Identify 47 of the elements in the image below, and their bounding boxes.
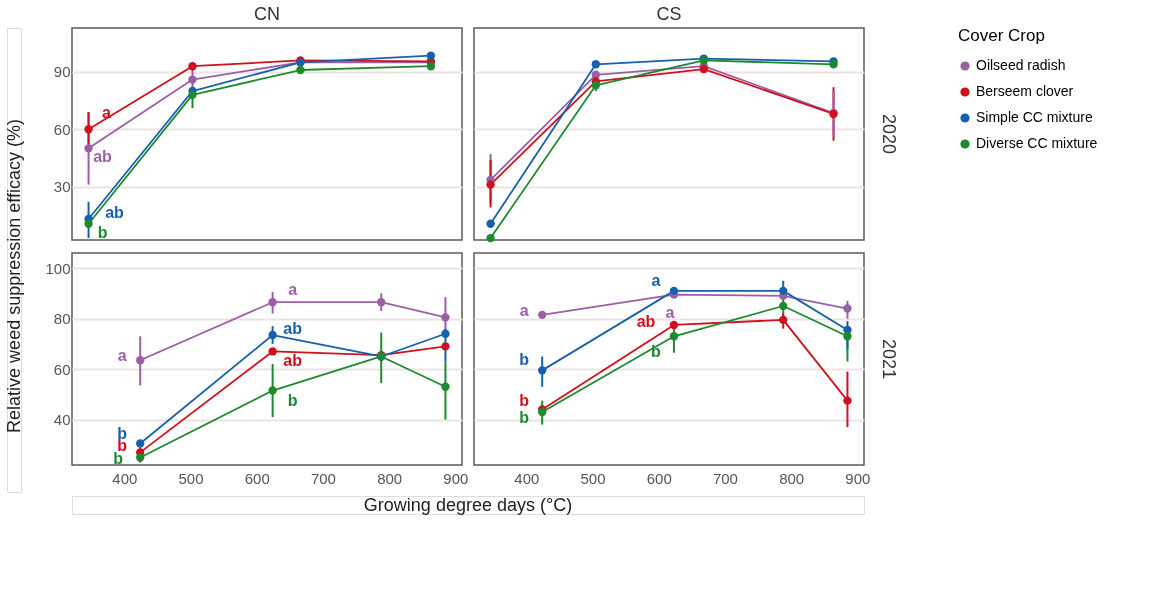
- annotation: a: [519, 301, 529, 319]
- y2-axis-title: 2020: [879, 113, 899, 155]
- y-axis-title: Relative weed suppression efficacy (%): [4, 119, 24, 433]
- legend-label: Berseem clover: [976, 83, 1074, 99]
- chart-title: CN: [254, 4, 280, 24]
- annotation: ab: [636, 312, 656, 330]
- y2-axis-title: 2021: [879, 338, 899, 380]
- y-tick-label: 60: [53, 120, 71, 138]
- annotation: a: [665, 303, 675, 321]
- x-tick-label: 500: [178, 469, 204, 487]
- annotation: a: [288, 281, 298, 299]
- annotation: b: [519, 409, 530, 426]
- y-tick-label: 90: [53, 63, 71, 81]
- y-tick-label: 100: [45, 259, 71, 277]
- x-tick-label: 700: [310, 469, 336, 487]
- annotation: a: [117, 347, 127, 365]
- y-tick-label: 30: [53, 178, 71, 196]
- y-tick-label: 60: [53, 360, 71, 378]
- annotation: a: [651, 271, 661, 289]
- annotation: ab: [283, 352, 303, 370]
- annotation: b: [519, 392, 530, 410]
- legend-label: Diverse CC mixture: [976, 135, 1098, 151]
- legend-title: Cover Crop: [958, 26, 1045, 45]
- annotation: b: [287, 391, 298, 409]
- legend-label: Oilseed radish: [976, 57, 1066, 73]
- x-tick-label: 900: [845, 469, 871, 487]
- x-tick-label: 800: [377, 469, 403, 487]
- x-tick-label: 500: [580, 469, 606, 487]
- x-tick-label: 900: [443, 469, 469, 487]
- x-tick-label: 700: [712, 469, 738, 487]
- y-tick-label: 80: [53, 310, 71, 328]
- x-tick-label: 600: [646, 469, 672, 487]
- annotation: b: [519, 351, 530, 369]
- y-tick-label: 40: [53, 411, 71, 429]
- x-tick-label: 400: [514, 469, 540, 487]
- annotation: b: [651, 343, 662, 361]
- x-axis-title: Growing degree days (°C): [363, 495, 573, 515]
- x-tick-label: 600: [244, 469, 270, 487]
- annotation: a: [102, 104, 112, 122]
- annotation: ab: [283, 320, 303, 338]
- x-tick-label: 800: [779, 469, 805, 487]
- chart-title: CS: [656, 4, 682, 24]
- x-tick-label: 400: [112, 469, 138, 487]
- legend-label: Simple CC mixture: [976, 109, 1093, 125]
- annotation: b: [97, 223, 108, 241]
- annotation: ab: [105, 203, 125, 221]
- annotation: ab: [93, 148, 113, 166]
